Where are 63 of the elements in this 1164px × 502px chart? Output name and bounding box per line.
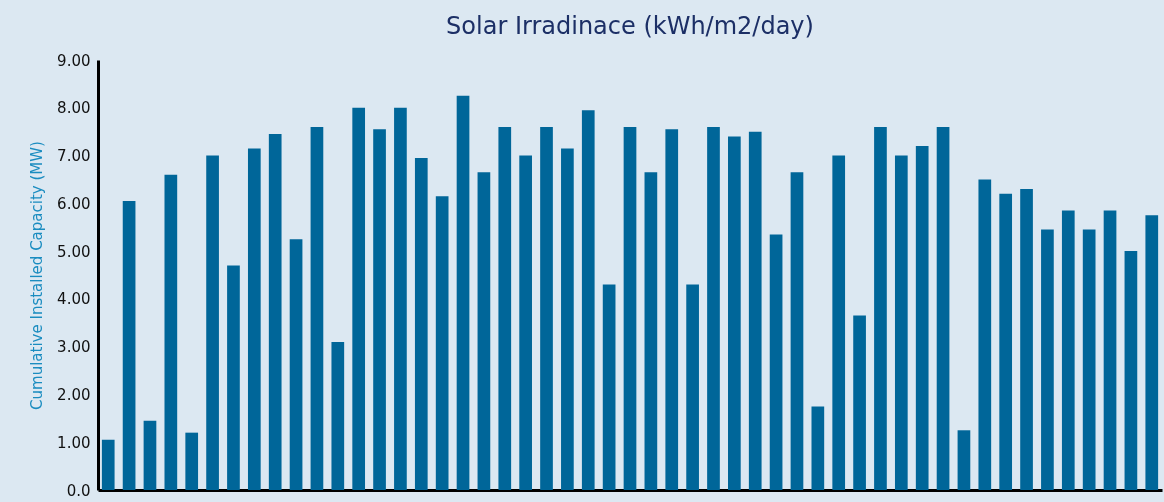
bar <box>268 134 282 490</box>
y-tick-label: 2.00 <box>57 385 91 404</box>
bar <box>1020 189 1033 490</box>
bar <box>352 107 366 490</box>
y-tick-label: 8.00 <box>57 99 91 118</box>
bar <box>498 126 512 490</box>
bar <box>874 126 887 490</box>
bar <box>853 315 866 490</box>
bar <box>728 136 741 490</box>
y-tick-label: 7.00 <box>57 147 91 166</box>
bar <box>1041 229 1054 490</box>
bar <box>602 284 616 490</box>
chart-title: Solar Irradinace (kWh/m2/day) <box>446 12 814 40</box>
bar <box>707 126 720 490</box>
bar <box>373 129 386 490</box>
bar <box>936 126 950 490</box>
bar <box>414 157 428 490</box>
bar <box>519 155 532 490</box>
bar <box>1061 210 1075 490</box>
bar <box>999 193 1013 490</box>
bar <box>894 155 908 490</box>
bar <box>644 172 658 490</box>
bar <box>811 406 825 490</box>
bar <box>456 95 470 490</box>
bar <box>477 172 491 490</box>
bar <box>832 155 846 490</box>
bar <box>1103 210 1117 490</box>
bar <box>957 430 971 490</box>
y-axis-title: Cumulative Installed Capacity (MW) <box>28 141 47 410</box>
bar <box>143 420 157 490</box>
bar <box>435 196 449 490</box>
y-tick-label: 9.00 <box>57 51 91 70</box>
bar <box>623 126 637 490</box>
bar <box>394 107 407 490</box>
bar <box>227 265 240 490</box>
bar <box>540 126 553 490</box>
y-tick-label: 3.00 <box>57 338 91 357</box>
bar <box>1124 251 1138 490</box>
y-tick-label: 6.00 <box>57 194 91 213</box>
bar <box>206 155 219 490</box>
bar <box>581 110 595 490</box>
bar <box>686 284 699 490</box>
bar <box>185 432 199 490</box>
bar <box>101 439 115 490</box>
y-tick-label: 4.00 <box>57 290 91 309</box>
bar <box>289 239 303 490</box>
bar <box>247 148 261 490</box>
bar <box>665 129 679 490</box>
bar <box>310 126 324 490</box>
y-tick-label: 1.00 <box>57 433 91 452</box>
y-tick-label: 5.00 <box>57 242 91 261</box>
bar <box>561 148 574 490</box>
bar <box>790 172 804 490</box>
bar <box>769 234 783 490</box>
bar <box>1145 215 1159 490</box>
bar <box>915 146 929 490</box>
bar <box>331 341 345 490</box>
bar <box>1082 229 1096 490</box>
bar <box>122 200 136 490</box>
bar <box>978 179 992 490</box>
bar <box>748 131 762 490</box>
y-tick-label: 0.0 <box>66 481 91 500</box>
bar <box>164 174 178 490</box>
